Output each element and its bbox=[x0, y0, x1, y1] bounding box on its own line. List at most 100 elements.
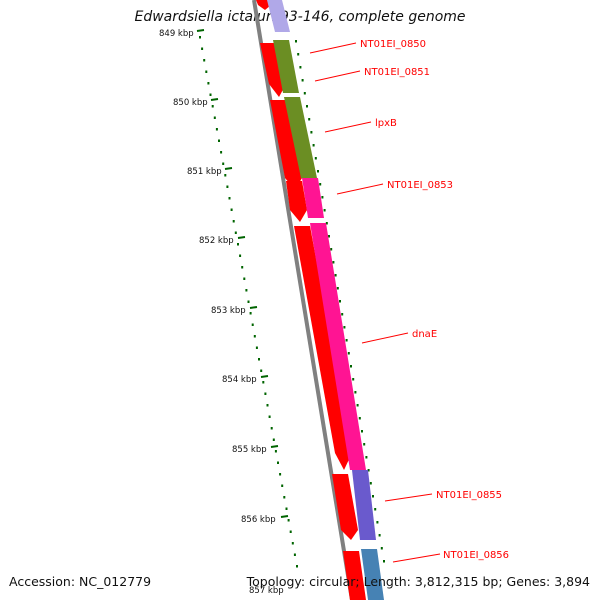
ruler-dot bbox=[274, 450, 277, 453]
cds-feature[interactable] bbox=[294, 226, 352, 470]
ruler-dot bbox=[283, 496, 286, 499]
cds-feature[interactable] bbox=[332, 474, 358, 540]
ruler-dot bbox=[237, 243, 239, 246]
ruler-dot bbox=[303, 92, 306, 95]
ruler-dot bbox=[222, 162, 225, 165]
ruler-dot bbox=[241, 266, 244, 269]
gene-feature[interactable] bbox=[267, 0, 290, 32]
ruler-dot bbox=[341, 313, 344, 316]
ruler-dot bbox=[330, 248, 333, 251]
ruler-dot bbox=[243, 277, 246, 280]
gene-labels: NT01EI_0850 NT01EI_0851 lpxB NT01EI_0853… bbox=[360, 39, 509, 561]
ruler-dot bbox=[218, 139, 220, 142]
ruler-dot bbox=[347, 352, 350, 355]
ruler-dot bbox=[251, 323, 254, 326]
gene-label[interactable]: lpxB bbox=[375, 118, 397, 129]
ruler-dot bbox=[343, 326, 346, 329]
leader-line bbox=[314, 70, 361, 82]
ruler-dot bbox=[230, 208, 233, 211]
ruler-dot bbox=[285, 507, 288, 510]
ruler-dot bbox=[312, 144, 315, 147]
ruler-dot bbox=[262, 381, 265, 384]
scale-label: 854 kbp bbox=[222, 375, 257, 385]
ruler-dot bbox=[358, 417, 361, 420]
ruler-dot bbox=[245, 289, 248, 292]
ruler-dot bbox=[249, 312, 252, 315]
leader-line bbox=[392, 553, 441, 563]
cds-feature[interactable] bbox=[270, 100, 302, 190]
ruler-dot bbox=[209, 93, 212, 96]
gene-label[interactable]: dnaE bbox=[412, 329, 437, 340]
gene-label[interactable]: NT01EI_0853 bbox=[387, 180, 453, 191]
ruler-dot bbox=[319, 183, 322, 186]
ruler-dot bbox=[215, 128, 218, 131]
cds-feature[interactable] bbox=[343, 551, 366, 600]
ruler-dot bbox=[211, 105, 214, 108]
ruler-dot bbox=[213, 116, 216, 119]
major-tick bbox=[224, 167, 233, 170]
ruler-dot bbox=[314, 157, 317, 160]
ruler-dot bbox=[287, 519, 290, 522]
ruler-dot bbox=[334, 274, 337, 277]
major-tick bbox=[249, 306, 258, 309]
ruler-dot bbox=[296, 565, 298, 568]
ruler-dot bbox=[356, 404, 359, 407]
leader-line bbox=[324, 121, 372, 133]
gene-feature[interactable] bbox=[361, 549, 384, 600]
ruler-dot bbox=[224, 174, 227, 177]
genome-summary-text: Topology: circular; Length: 3,812,315 bp… bbox=[246, 574, 590, 589]
ruler-dot bbox=[268, 415, 271, 418]
ruler-dot bbox=[260, 369, 263, 372]
ruler-dot bbox=[232, 220, 235, 223]
ruler-dot bbox=[293, 553, 296, 556]
cds-feature[interactable] bbox=[256, 0, 271, 10]
ruler-dot bbox=[291, 542, 294, 545]
ruler-dot bbox=[325, 222, 328, 225]
gene-feature[interactable] bbox=[302, 178, 324, 218]
ruler-dot bbox=[365, 456, 368, 459]
ruler-dot bbox=[323, 209, 326, 212]
ruler-dot bbox=[239, 254, 242, 257]
leader-line bbox=[361, 332, 409, 344]
cds-track bbox=[256, 0, 366, 600]
scale-label: 856 kbp bbox=[241, 515, 276, 525]
cds-feature[interactable] bbox=[260, 43, 286, 97]
gene-label[interactable]: NT01EI_0851 bbox=[364, 67, 430, 78]
ruler-dot bbox=[345, 339, 348, 342]
ruler-dot bbox=[253, 335, 256, 338]
ruler-dot bbox=[297, 53, 300, 56]
gene-label[interactable]: NT01EI_0856 bbox=[443, 550, 509, 561]
ruler-dot bbox=[205, 70, 208, 73]
scale-label: 849 kbp bbox=[159, 29, 194, 39]
gene-label[interactable]: NT01EI_0855 bbox=[436, 490, 502, 501]
ruler-dot bbox=[270, 427, 273, 430]
ruler-dot bbox=[306, 105, 308, 108]
gene-feature[interactable] bbox=[273, 40, 299, 93]
ruler-dot bbox=[321, 196, 324, 199]
scale-labels: 849 kbp 850 kbp 851 kbp 852 kbp 853 kbp … bbox=[159, 29, 284, 596]
gene-label[interactable]: NT01EI_0850 bbox=[360, 39, 426, 50]
ruler-dot bbox=[295, 40, 297, 43]
ruler-dot bbox=[226, 185, 229, 188]
accession-text: Accession: NC_012779 bbox=[9, 574, 152, 589]
major-tick bbox=[210, 98, 219, 101]
major-tick bbox=[260, 375, 269, 378]
leader-line bbox=[309, 42, 357, 54]
genome-title: Edwardsiella ictaluri 93-146, complete g… bbox=[134, 9, 466, 25]
scale-label: 851 kbp bbox=[187, 167, 222, 177]
ruler-dot bbox=[281, 484, 284, 487]
ruler-dot bbox=[272, 438, 275, 441]
ruler-dot bbox=[363, 443, 366, 446]
ruler-dot bbox=[279, 473, 282, 476]
gene-feature[interactable] bbox=[352, 470, 376, 540]
gene-feature[interactable] bbox=[310, 223, 366, 470]
cds-feature[interactable] bbox=[286, 181, 307, 222]
scale-label: 850 kbp bbox=[173, 98, 208, 108]
major-tick bbox=[280, 515, 289, 518]
major-tick bbox=[237, 236, 246, 239]
gene-feature[interactable] bbox=[284, 97, 317, 178]
label-leaders bbox=[309, 42, 441, 563]
ruler-dot bbox=[332, 261, 335, 264]
ruler-dot bbox=[376, 521, 379, 524]
